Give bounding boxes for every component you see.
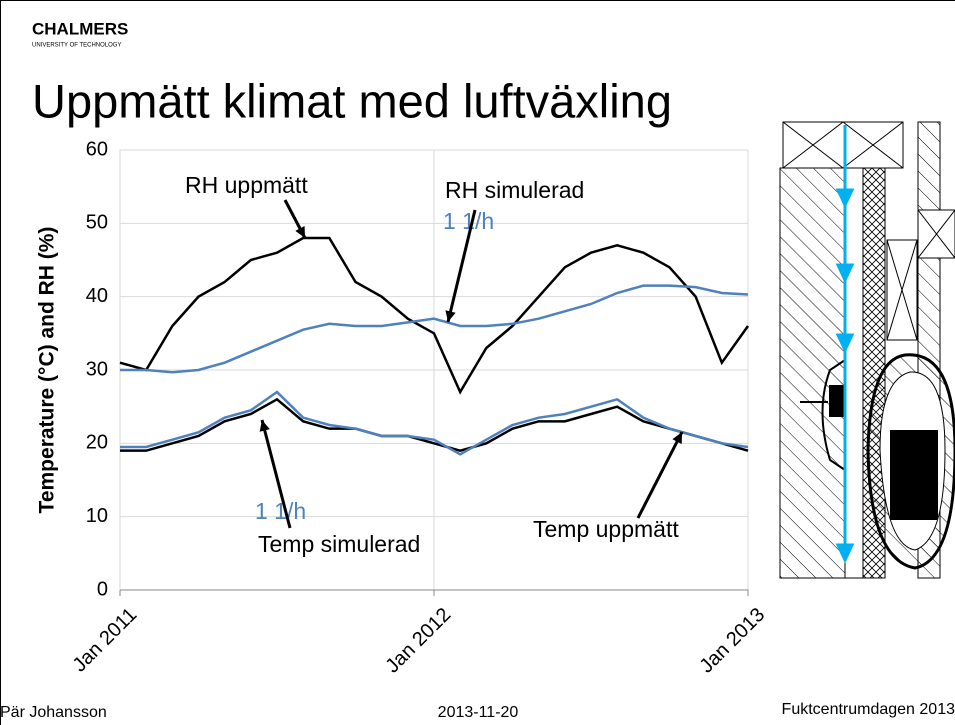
y-tick-label: 20 [86, 432, 108, 454]
footer-event: Fuktcentrumdagen 2013 [782, 701, 955, 718]
annotation-arrow [446, 209, 477, 323]
x-tick-label: Jan 2013 [696, 604, 770, 678]
line-series [120, 390, 749, 456]
y-tick-label: 30 [86, 358, 108, 380]
logo-sub: UNIVERSITY OF TECHNOLOGY [32, 43, 121, 49]
annotation: RH uppmätt [185, 172, 308, 198]
arrow-head [295, 226, 305, 238]
annotation: RH simulerad [445, 177, 584, 203]
y-tick-label: 40 [86, 285, 108, 307]
arrow-head [445, 310, 456, 322]
wall-diagram [779, 121, 955, 579]
footer-date: 2013-11-20 [438, 704, 519, 721]
line-series [120, 284, 749, 374]
plot: 0 10 20 30 40 50 60 Jan 2011 Jan 2012 Jan 2013 Tem… [36, 138, 770, 677]
line-series [119, 236, 750, 395]
annotation: 1 1/h [443, 208, 494, 234]
annotation: Temp uppmätt [533, 516, 679, 542]
slide-title: Uppmätt klimat med luftväxling [32, 74, 672, 127]
y-tick-label: 50 [86, 212, 108, 234]
y-tick-label: 0 [97, 578, 108, 600]
logo: CHALMERS [32, 19, 128, 38]
footer-author: Pär Johansson [0, 704, 107, 721]
annotation: 1 1/h [255, 498, 306, 524]
y-axis-label: Temperature (°C) and RH (%) [36, 227, 59, 514]
line-series [120, 397, 749, 452]
y-tick-label: 10 [86, 505, 108, 527]
annotation-arrow [260, 419, 292, 529]
arrow-head [672, 432, 682, 444]
y-tick-label: 60 [86, 138, 108, 160]
arrow-head [259, 420, 270, 432]
x-tick-label: Jan 2011 [69, 604, 142, 677]
annotation: Temp simulerad [258, 531, 420, 557]
x-tick-label: Jan 2012 [382, 604, 456, 678]
annotation-arrow [636, 431, 684, 519]
